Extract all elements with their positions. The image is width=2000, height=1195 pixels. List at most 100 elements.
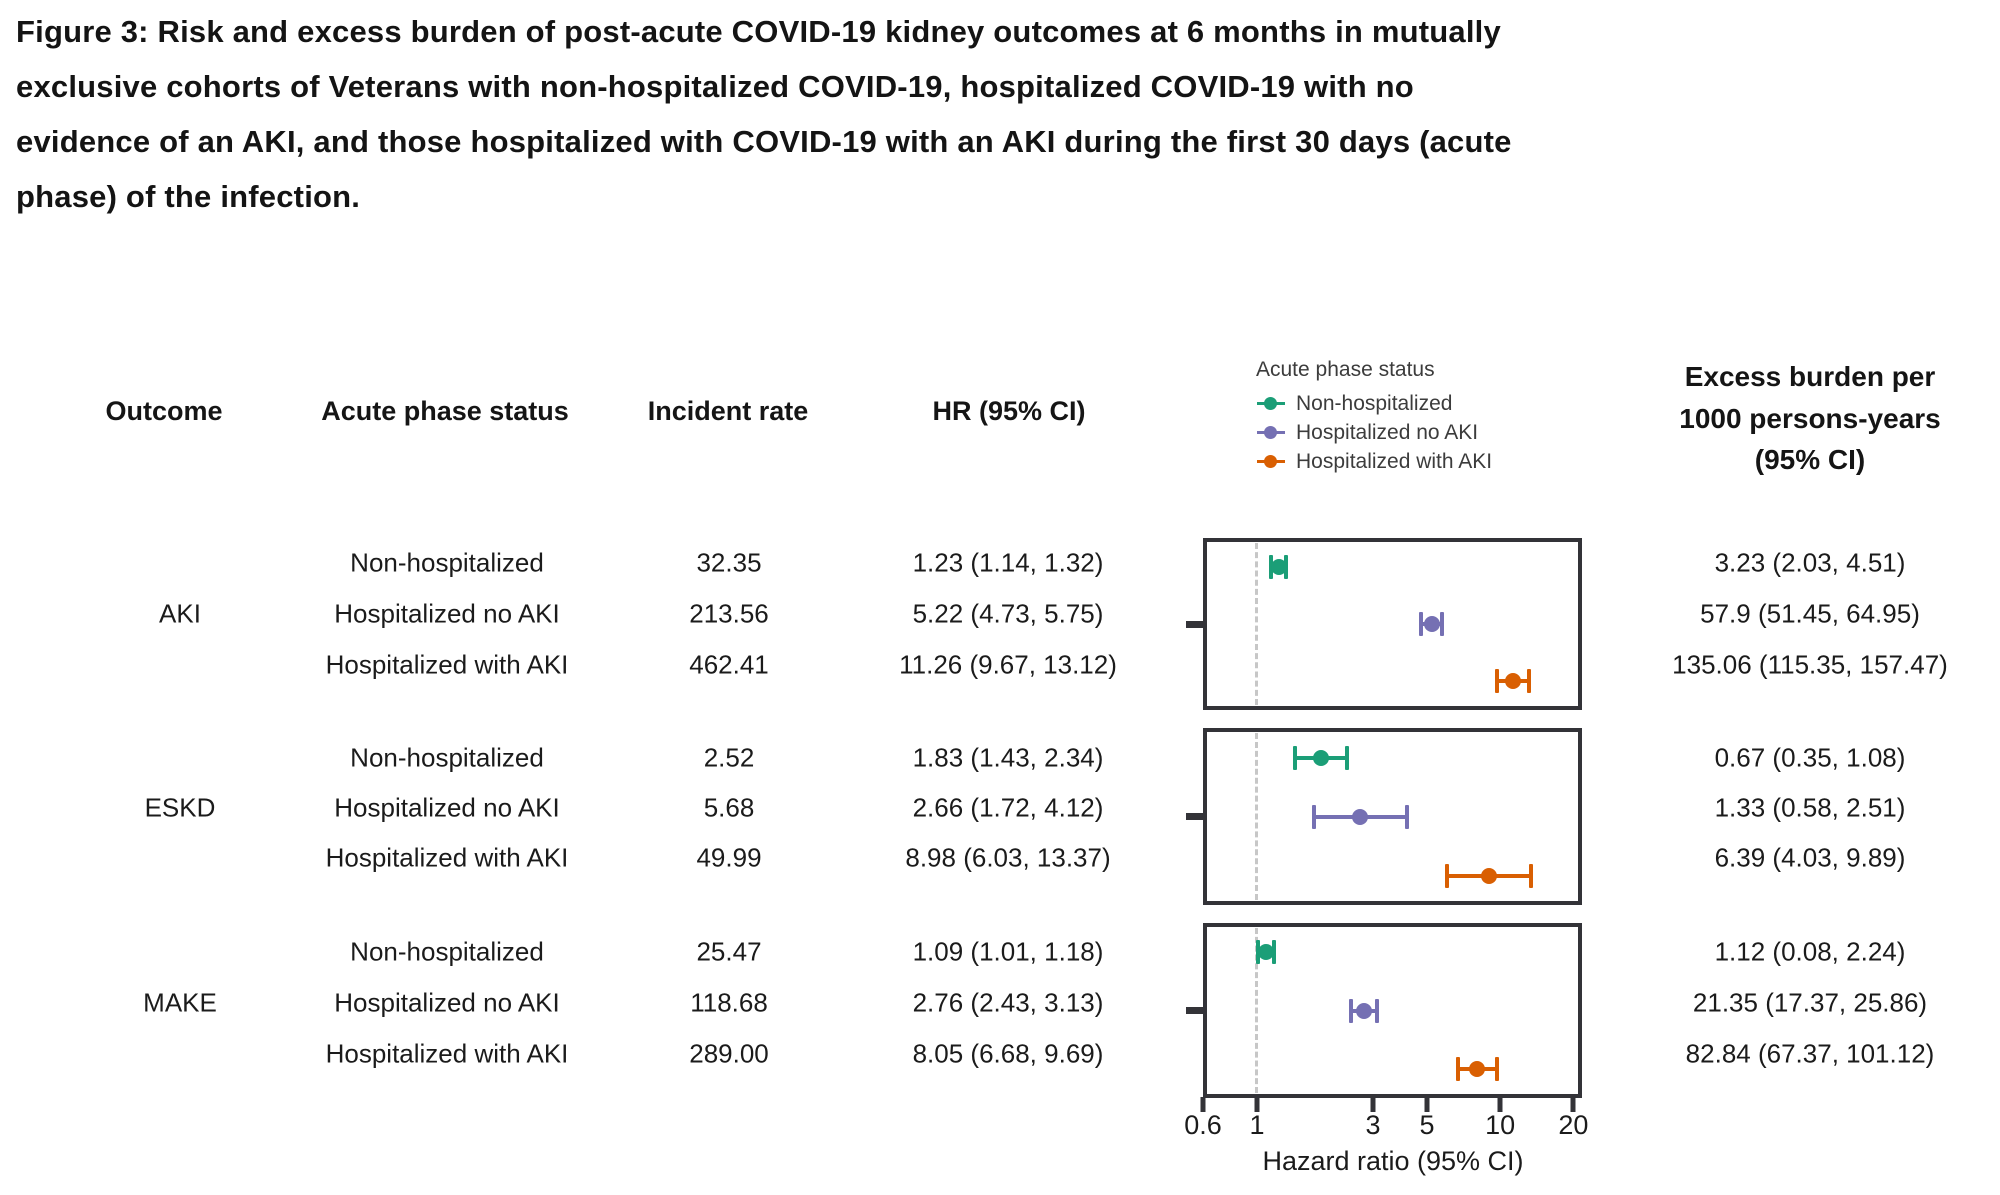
status-cell: Non-hospitalized <box>350 936 544 967</box>
panel-y-axis-tick <box>1186 620 1203 628</box>
incident-rate-cell: 213.56 <box>689 598 769 629</box>
outcome-label: AKI <box>159 598 201 629</box>
x-axis-tick-label: 0.6 <box>1184 1110 1222 1140</box>
x-axis-tick-label: 5 <box>1419 1110 1435 1140</box>
reference-line-hr1 <box>1255 543 1259 705</box>
status-cell: Hospitalized no AKI <box>334 792 560 823</box>
hr-cell: 2.76 (2.43, 3.13) <box>912 987 1104 1018</box>
point-marker <box>1258 944 1275 961</box>
outcome-label: MAKE <box>143 987 217 1018</box>
excess-burden-cell: 3.23 (2.03, 4.51) <box>1714 547 1906 578</box>
error-bar-cap-high <box>1528 863 1533 888</box>
incident-rate-cell: 118.68 <box>690 987 768 1018</box>
legend-item: Hospitalized no AKI <box>1256 418 1492 447</box>
point-marker <box>1469 1060 1486 1077</box>
plot-legend: Acute phase status Non-hospitalized Hospi… <box>1256 358 1492 476</box>
legend-marker-dot <box>1264 426 1277 439</box>
x-axis-tick-label: 10 <box>1485 1110 1516 1140</box>
x-axis-tick-label: 20 <box>1558 1110 1589 1140</box>
error-bar-cap-low <box>1419 612 1424 636</box>
excess-burden-cell: 82.84 (67.37, 101.12) <box>1685 1038 1935 1069</box>
legend-marker-dot <box>1264 397 1277 410</box>
reference-line-hr1 <box>1255 733 1259 900</box>
hr-cell: 1.23 (1.14, 1.32) <box>912 547 1104 578</box>
hr-cell: 8.98 (6.03, 13.37) <box>905 842 1111 873</box>
error-bar-cap-high <box>1272 940 1277 965</box>
status-cell: Hospitalized with AKI <box>325 842 569 873</box>
status-cell: Hospitalized no AKI <box>334 987 560 1018</box>
outcome-label: ESKD <box>144 792 216 823</box>
excess-burden-cell: 1.12 (0.08, 2.24) <box>1714 936 1906 967</box>
status-cell: Hospitalized no AKI <box>334 598 560 629</box>
x-axis-title: Hazard ratio (95% CI) <box>1262 1146 1524 1176</box>
x-axis-tick-label: 3 <box>1365 1110 1381 1140</box>
point-marker <box>1270 558 1287 575</box>
x-axis-tick <box>1200 1097 1206 1112</box>
hr-cell: 8.05 (6.68, 9.69) <box>912 1038 1104 1069</box>
legend-item-label: Hospitalized no AKI <box>1296 420 1479 444</box>
status-cell: Non-hospitalized <box>350 742 544 773</box>
incident-rate-cell: 32.35 <box>696 547 762 578</box>
legend-item: Hospitalized with AKI <box>1256 447 1492 476</box>
excess-burden-cell: 6.39 (4.03, 9.89) <box>1714 842 1906 873</box>
hr-cell: 1.83 (1.43, 2.34) <box>912 742 1104 773</box>
legend-item-label: Hospitalized with AKI <box>1296 449 1493 473</box>
error-bar-cap-low <box>1455 1056 1460 1081</box>
incident-rate-cell: 5.68 <box>703 792 755 823</box>
forest-panel <box>1186 538 1582 710</box>
status-cell: Hospitalized with AKI <box>325 1038 569 1069</box>
legend-marker-icon <box>1256 389 1286 418</box>
legend-item: Non-hospitalized <box>1256 389 1492 418</box>
error-bar-cap-low <box>1292 745 1297 770</box>
incident-rate-cell: 462.41 <box>689 649 769 680</box>
error-bar-cap-low <box>1348 998 1353 1023</box>
point-marker <box>1423 616 1440 632</box>
figure-title-line: phase) of the infection. <box>16 179 361 214</box>
error-bar-cap-low <box>1256 940 1260 965</box>
error-bar-cap-low <box>1268 554 1273 579</box>
legend-marker-icon <box>1256 418 1286 447</box>
error-bar-cap-low <box>1494 669 1499 694</box>
excess-burden-header-line: Excess burden per <box>1684 361 1936 392</box>
excess-burden-cell: 1.33 (0.58, 2.51) <box>1714 792 1906 823</box>
panel-y-axis-tick <box>1186 1007 1203 1014</box>
error-bar-cap-high <box>1494 1056 1499 1081</box>
point-marker <box>1356 1002 1373 1019</box>
legend-marker-icon <box>1256 447 1286 476</box>
forest-panel <box>1186 923 1582 1098</box>
excess-burden-header-line: 1000 persons-years <box>1679 403 1941 434</box>
column-header-status: Acute phase status <box>321 396 569 426</box>
legend-title: Acute phase status <box>1256 358 1435 381</box>
point-marker <box>1504 673 1521 690</box>
excess-burden-header-line: (95% CI) <box>1754 444 1866 475</box>
hr-cell: 5.22 (4.73, 5.75) <box>912 598 1104 629</box>
error-bar-cap-high <box>1439 612 1444 636</box>
figure-title-line: exclusive cohorts of Veterans with non-h… <box>16 69 1414 104</box>
incident-rate-cell: 2.52 <box>703 742 755 773</box>
figure-title-line: Figure 3: Risk and excess burden of post… <box>16 14 1501 49</box>
hr-cell: 1.09 (1.01, 1.18) <box>912 936 1104 967</box>
status-cell: Non-hospitalized <box>350 547 544 578</box>
panel-border <box>1203 728 1582 905</box>
legend-marker-dot <box>1264 455 1277 468</box>
x-axis-tick <box>1254 1097 1260 1112</box>
incident-rate-cell: 49.99 <box>696 842 762 873</box>
hr-cell: 11.26 (9.67, 13.12) <box>899 649 1117 680</box>
excess-burden-cell: 135.06 (115.35, 157.47) <box>1672 649 1948 680</box>
column-header-outcome: Outcome <box>105 396 223 426</box>
point-marker <box>1312 749 1329 766</box>
incident-rate-cell: 289.00 <box>689 1038 769 1069</box>
error-bar-cap-high <box>1404 804 1409 829</box>
error-bar-cap-high <box>1526 669 1531 694</box>
x-axis-tick-label: 1 <box>1249 1110 1265 1140</box>
panel-border <box>1203 923 1582 1098</box>
x-axis-tick <box>1370 1097 1376 1112</box>
panel-y-axis-tick <box>1186 813 1203 820</box>
panel-border <box>1203 538 1582 710</box>
hr-cell: 2.66 (1.72, 4.12) <box>912 792 1104 823</box>
error-bar-cap-low <box>1444 863 1449 888</box>
point-marker <box>1480 867 1497 884</box>
reference-line-hr1 <box>1255 928 1259 1093</box>
excess-burden-cell: 21.35 (17.37, 25.86) <box>1692 987 1928 1018</box>
